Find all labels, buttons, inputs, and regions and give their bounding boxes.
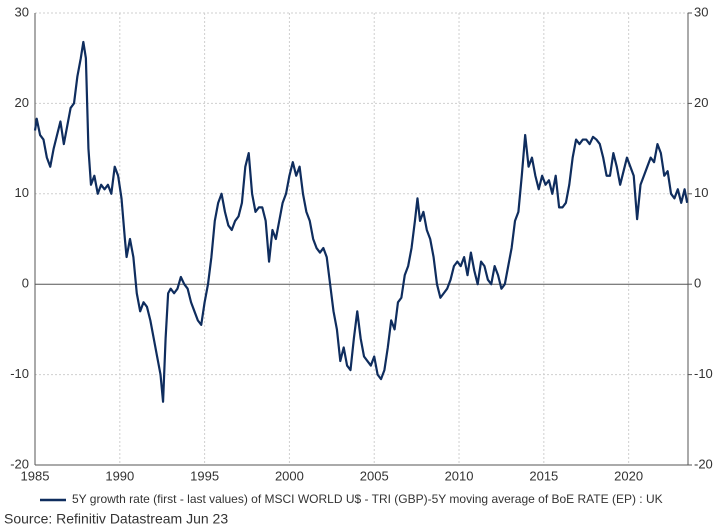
y-tick-label: 20 bbox=[15, 95, 29, 110]
x-tick-label: 2015 bbox=[529, 468, 558, 483]
y2-tick-label: 0 bbox=[694, 276, 701, 291]
y-tick-label: 30 bbox=[15, 4, 29, 19]
y2-tick-label: -20 bbox=[694, 456, 713, 471]
y-tick-label: -20 bbox=[10, 456, 29, 471]
y2-tick-label: 10 bbox=[694, 185, 708, 200]
x-tick-label: 2005 bbox=[360, 468, 389, 483]
y2-tick-label: -10 bbox=[694, 366, 713, 381]
x-tick-label: 1990 bbox=[105, 468, 134, 483]
x-tick-label: 1985 bbox=[21, 468, 50, 483]
legend-label: 5Y growth rate (first - last values) of … bbox=[72, 492, 663, 506]
x-tick-label: 1995 bbox=[190, 468, 219, 483]
y-tick-label: -10 bbox=[10, 366, 29, 381]
y-tick-label: 10 bbox=[15, 185, 29, 200]
x-tick-label: 2010 bbox=[445, 468, 474, 483]
x-tick-label: 2020 bbox=[614, 468, 643, 483]
y2-tick-label: 30 bbox=[694, 4, 708, 19]
y-tick-label: 0 bbox=[22, 276, 29, 291]
source-note: Source: Refinitiv Datastream Jun 23 bbox=[4, 511, 228, 527]
x-tick-label: 2000 bbox=[275, 468, 304, 483]
y2-tick-label: 20 bbox=[694, 95, 708, 110]
data-line bbox=[33, 40, 689, 403]
